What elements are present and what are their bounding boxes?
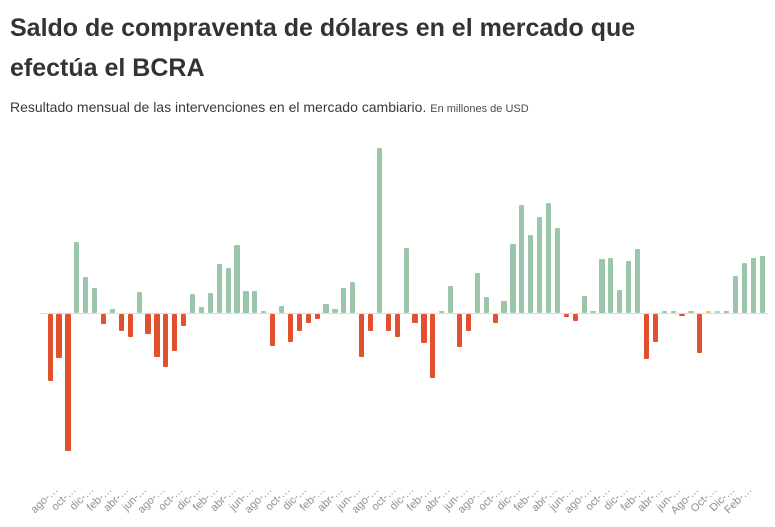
bar[interactable] — [305, 314, 311, 323]
bar[interactable] — [697, 314, 703, 353]
bar[interactable] — [412, 314, 418, 323]
bar[interactable] — [83, 276, 89, 314]
bar[interactable] — [225, 268, 231, 313]
bar[interactable] — [670, 311, 676, 313]
bar[interactable] — [100, 314, 107, 324]
bar[interactable] — [243, 291, 249, 313]
bar[interactable] — [492, 314, 498, 323]
bar[interactable] — [483, 296, 489, 314]
bar[interactable] — [465, 314, 472, 331]
bar[interactable] — [109, 309, 116, 314]
bar[interactable] — [394, 314, 400, 338]
bar[interactable] — [430, 314, 436, 378]
bar[interactable] — [679, 314, 685, 316]
bar[interactable] — [332, 309, 338, 314]
bar[interactable] — [323, 304, 329, 314]
bar[interactable] — [688, 311, 694, 313]
bar[interactable] — [421, 314, 427, 343]
chart-unit-note: En millones de USD — [430, 103, 529, 115]
bar[interactable] — [732, 276, 739, 313]
bar[interactable] — [750, 258, 756, 313]
bar[interactable] — [643, 314, 650, 359]
bar[interactable] — [563, 314, 569, 318]
bar[interactable] — [341, 288, 347, 313]
bar[interactable] — [599, 259, 605, 314]
bar[interactable] — [510, 244, 516, 314]
bar[interactable] — [617, 289, 623, 313]
bar[interactable] — [278, 306, 285, 313]
bar[interactable] — [296, 314, 302, 331]
bar[interactable] — [154, 314, 160, 358]
bar[interactable] — [127, 314, 133, 338]
bar[interactable] — [207, 293, 213, 313]
bar[interactable] — [581, 296, 587, 313]
bar[interactable] — [456, 314, 463, 348]
bar[interactable] — [74, 241, 80, 314]
bar[interactable] — [350, 281, 356, 314]
bar[interactable] — [270, 314, 276, 346]
bar[interactable] — [367, 314, 374, 331]
chart-subtitle-text: Resultado mensual de las intervenciones … — [10, 99, 427, 115]
bar[interactable] — [136, 291, 142, 314]
bar[interactable] — [723, 311, 730, 313]
bar[interactable] — [572, 314, 578, 321]
bar[interactable] — [234, 244, 240, 313]
bar[interactable] — [474, 273, 480, 313]
bar[interactable] — [501, 301, 507, 313]
bar[interactable] — [448, 286, 454, 313]
bar[interactable] — [181, 314, 187, 326]
bar[interactable] — [314, 314, 320, 319]
bar[interactable] — [252, 291, 258, 313]
x-axis-baseline — [40, 313, 768, 314]
bar[interactable] — [261, 311, 267, 313]
bar[interactable] — [661, 311, 667, 313]
bar[interactable] — [652, 314, 658, 343]
bar[interactable] — [92, 288, 98, 313]
bar[interactable] — [715, 311, 721, 313]
bar[interactable] — [376, 148, 383, 313]
bar[interactable] — [118, 314, 124, 331]
bar[interactable] — [554, 228, 561, 313]
bar[interactable] — [403, 248, 409, 313]
bar[interactable] — [189, 294, 196, 314]
chart-subtitle: Resultado mensual de las intervenciones … — [10, 99, 750, 115]
bar[interactable] — [439, 311, 445, 313]
bar[interactable] — [608, 258, 614, 313]
bar[interactable] — [626, 261, 632, 313]
bar[interactable] — [537, 216, 543, 314]
bar[interactable] — [172, 314, 178, 351]
bar[interactable] — [56, 314, 62, 358]
chart-title: Saldo de compraventa de dólares en el me… — [10, 14, 636, 82]
bar[interactable] — [545, 203, 552, 313]
bar[interactable] — [216, 264, 222, 314]
bar[interactable] — [145, 314, 151, 334]
bar[interactable] — [65, 314, 71, 451]
bar[interactable] — [287, 314, 294, 343]
bar[interactable] — [528, 234, 534, 313]
bar[interactable] — [519, 204, 525, 313]
bar[interactable] — [706, 311, 712, 313]
bar[interactable] — [385, 314, 391, 331]
bar[interactable] — [163, 314, 169, 368]
bar[interactable] — [47, 314, 53, 381]
bar[interactable] — [634, 249, 641, 314]
bar[interactable] — [198, 306, 205, 314]
bar[interactable] — [741, 263, 747, 313]
bar[interactable] — [359, 314, 365, 358]
bar[interactable] — [759, 256, 765, 313]
bar[interactable] — [590, 311, 596, 313]
